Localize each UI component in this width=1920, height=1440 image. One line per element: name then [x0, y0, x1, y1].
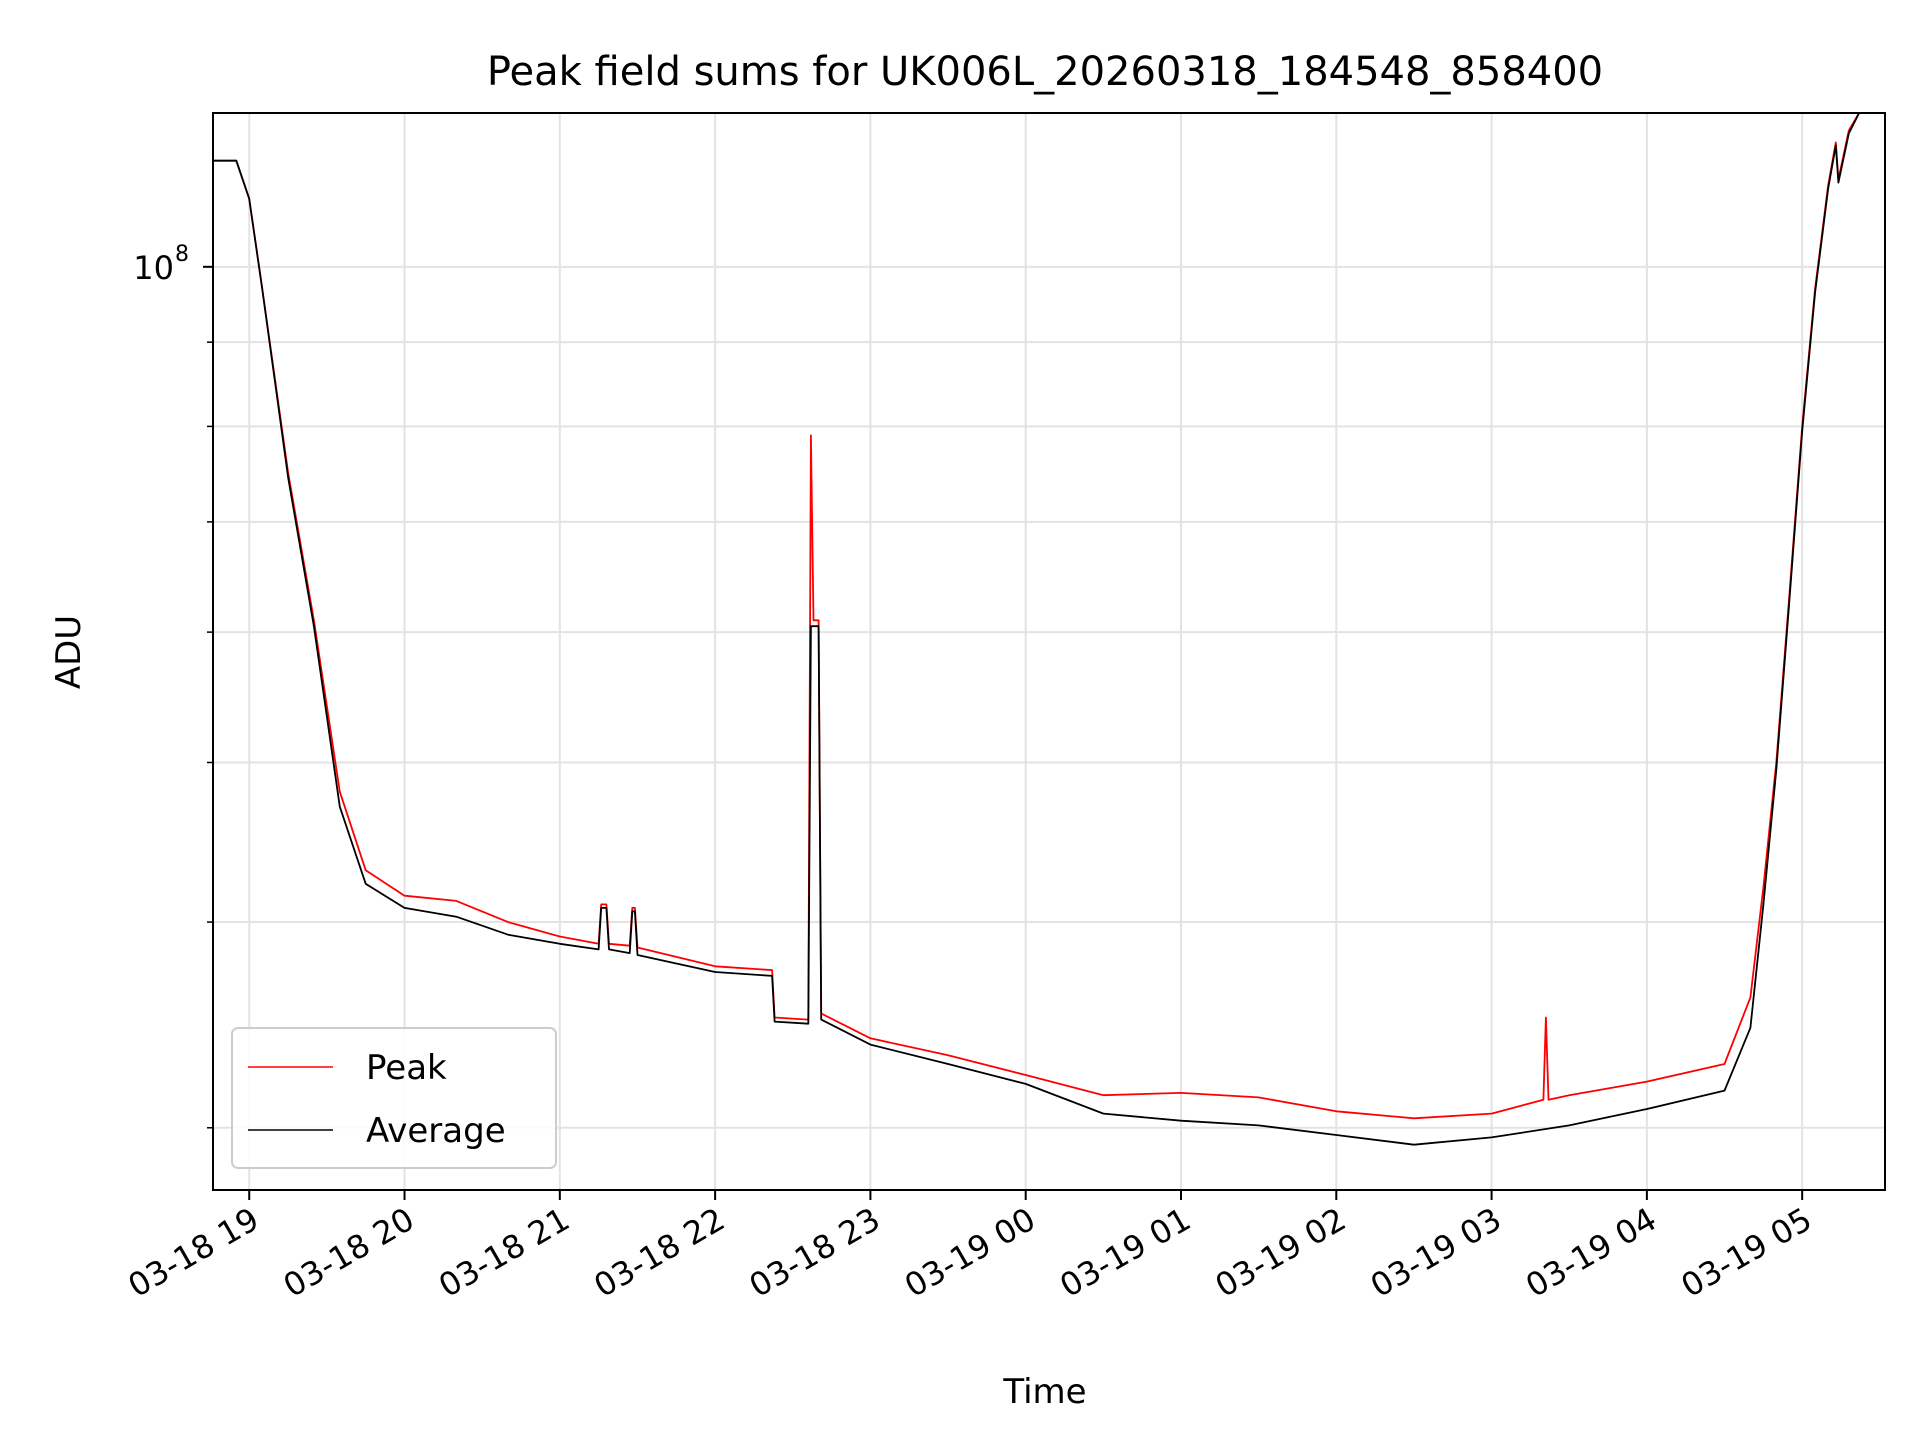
legend: Peak Average — [231, 1027, 557, 1169]
x-axis-label: Time — [1002, 1372, 1086, 1412]
y-tick-label: 10 — [133, 249, 174, 287]
legend-box — [231, 1027, 557, 1169]
y-tick-label-exponent: 8 — [175, 242, 189, 267]
y-axis-label: ADU — [49, 615, 89, 689]
chart-title: Peak field sums for UK006L_20260318_1845… — [487, 49, 1603, 95]
grid — [213, 113, 1885, 1190]
plot-area — [213, 112, 1860, 1146]
plot-frame — [212, 112, 1886, 1191]
legend-label-average: Average — [366, 1111, 506, 1151]
y-axis: 10 8 — [133, 242, 213, 1129]
legend-label-peak: Peak — [366, 1048, 447, 1088]
series-line-average — [213, 112, 1860, 1146]
